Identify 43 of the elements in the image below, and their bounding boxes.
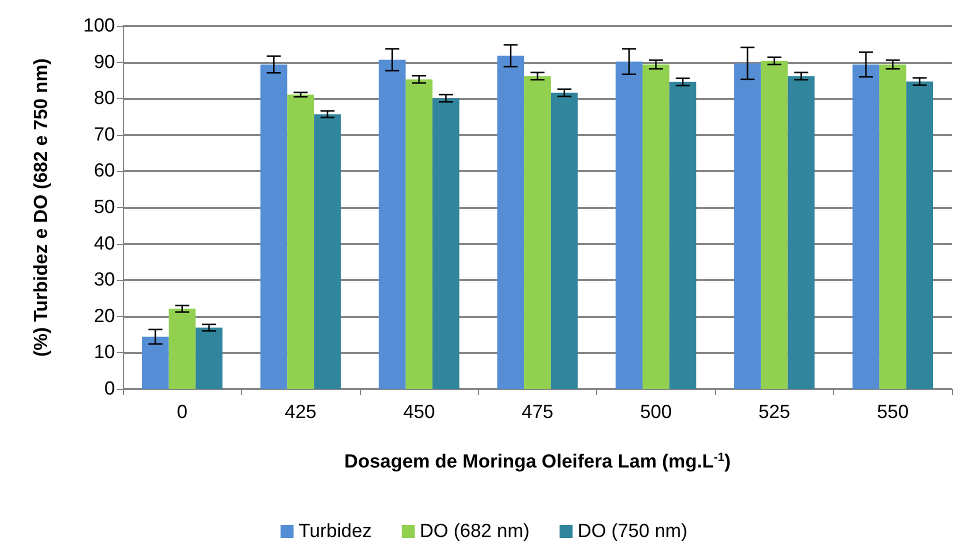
- y-tick-label: 0: [104, 378, 115, 400]
- y-axis-title: (%) Turbidez e DO (682 e 750 nm): [31, 58, 52, 357]
- y-tick-label: 40: [94, 233, 115, 254]
- bar: [669, 82, 696, 389]
- bar: [287, 94, 314, 389]
- y-tick-label: 30: [94, 270, 115, 291]
- y-tick-label: 50: [94, 197, 115, 218]
- bar: [406, 79, 432, 389]
- legend-label: DO (750 nm): [578, 521, 688, 542]
- bar: [314, 114, 341, 389]
- y-tick-label: 90: [94, 52, 115, 73]
- bar: [879, 64, 906, 389]
- bar: [196, 328, 222, 389]
- x-tick-label: 475: [522, 402, 554, 423]
- bar: [906, 82, 934, 389]
- bar: [788, 76, 815, 389]
- y-tick-label: 100: [83, 16, 115, 36]
- x-tick-label: 500: [640, 402, 672, 423]
- bar: [550, 92, 578, 389]
- bar: [734, 63, 761, 389]
- x-tick-label: 525: [758, 402, 790, 423]
- y-tick-label: 10: [94, 342, 115, 364]
- legend-label: Turbidez: [298, 521, 372, 542]
- bar: [852, 64, 880, 389]
- bar: [432, 98, 460, 389]
- bar: [378, 60, 406, 389]
- x-tick-label: 0: [176, 402, 188, 423]
- y-tick-label: 70: [94, 124, 115, 146]
- bar: [168, 308, 196, 389]
- bar: [260, 64, 288, 389]
- x-tick-label: 425: [284, 402, 316, 423]
- y-tick-label: 80: [94, 88, 115, 110]
- bar: [524, 76, 551, 389]
- bar: [142, 336, 169, 389]
- y-tick-label: 20: [94, 306, 115, 327]
- bar: [760, 60, 788, 389]
- legend-label: DO (682 nm): [420, 521, 530, 542]
- x-tick-label: 450: [403, 402, 435, 423]
- y-tick-label: 60: [94, 160, 115, 182]
- bar: [616, 62, 643, 389]
- x-tick-label: 550: [876, 402, 909, 423]
- bar: [497, 56, 524, 389]
- bar: [642, 64, 670, 389]
